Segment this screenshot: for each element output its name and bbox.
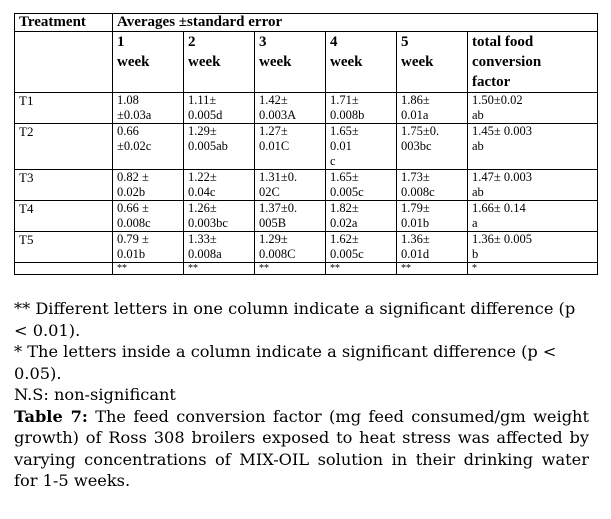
total-header: total food conversion factor bbox=[466, 31, 599, 93]
cell-week-1: 0.66 ±0.02c bbox=[112, 123, 184, 170]
cell-week-5: 1.79± 0.01b bbox=[396, 200, 468, 232]
cell-total: 1.50±0.02 ab bbox=[466, 92, 599, 124]
cell-week-4: 1.82± 0.02a bbox=[325, 200, 397, 232]
caption-label: Table 7: bbox=[14, 406, 88, 426]
significance-row: ** ** ** ** ** * bbox=[14, 262, 599, 275]
cell-week-3: 1.29± 0.008C bbox=[254, 231, 326, 263]
week-header-1: 1 week bbox=[112, 31, 184, 93]
treatment-label: T1 bbox=[14, 92, 113, 124]
cell-week-1: 0.66 ± 0.008c bbox=[112, 200, 184, 232]
cell-week-5: 1.86± 0.01a bbox=[396, 92, 468, 124]
cell-total: 1.36± 0.005 b bbox=[466, 231, 599, 263]
treatment-label: T2 bbox=[14, 123, 113, 170]
cell-week-4: 1.65± 0.01 c bbox=[325, 123, 397, 170]
results-table: Treatment Averages ±standard error 1 week… bbox=[14, 13, 599, 275]
cell-week-2: 1.22± 0.04c bbox=[183, 169, 255, 201]
significance-marker: ** bbox=[112, 262, 184, 275]
cell-week-3: 1.27± 0.01C bbox=[254, 123, 326, 170]
table-header-row: Treatment Averages ±standard error bbox=[14, 13, 599, 32]
averages-header: Averages ±standard error bbox=[111, 13, 599, 32]
cell-week-1: 1.08 ±0.03a bbox=[112, 92, 184, 124]
week-header-3: 3 week bbox=[254, 31, 326, 93]
cell-week-4: 1.71± 0.008b bbox=[325, 92, 397, 124]
cell-total: 1.66± 0.14 a bbox=[466, 200, 599, 232]
significance-marker: * bbox=[466, 262, 599, 275]
treatment-label: T4 bbox=[14, 200, 113, 232]
significance-marker: ** bbox=[325, 262, 397, 275]
cell-week-5: 1.73± 0.008c bbox=[396, 169, 468, 201]
week-header-2: 2 week bbox=[183, 31, 255, 93]
cell-week-5: 1.36± 0.01d bbox=[396, 231, 468, 263]
treatment-header: Treatment bbox=[14, 13, 113, 32]
cell-week-1: 0.82 ± 0.02b bbox=[112, 169, 184, 201]
treatment-label: T3 bbox=[14, 169, 113, 201]
significance-empty-cell bbox=[14, 262, 113, 275]
caption-text: The feed conversion factor (mg feed cons… bbox=[14, 406, 589, 491]
cell-week-2: 1.29± 0.005ab bbox=[183, 123, 255, 170]
cell-week-1: 0.79 ± 0.01b bbox=[112, 231, 184, 263]
significance-marker: ** bbox=[183, 262, 255, 275]
table-row-t1: T1 1.08 ±0.03a 1.11± 0.005d 1.42± 0.003A… bbox=[14, 92, 599, 124]
treatment-label: T5 bbox=[14, 231, 113, 263]
table-caption: Table 7: The feed conversion factor (mg … bbox=[14, 406, 589, 492]
cell-week-3: 1.37±0. 005B bbox=[254, 200, 326, 232]
cell-week-3: 1.42± 0.003A bbox=[254, 92, 326, 124]
week-header-row: 1 week 2 week 3 week 4 week 5 week total food… bbox=[14, 31, 599, 93]
header-empty-cell bbox=[14, 31, 113, 93]
cell-total: 1.45± 0.003 ab bbox=[466, 123, 599, 170]
cell-week-2: 1.11± 0.005d bbox=[183, 92, 255, 124]
table-row-t3: T3 0.82 ± 0.02b 1.22± 0.04c 1.31±0. 02C … bbox=[14, 169, 599, 201]
cell-week-2: 1.33± 0.008a bbox=[183, 231, 255, 263]
cell-total: 1.47± 0.003 ab bbox=[466, 169, 599, 201]
significance-marker: ** bbox=[254, 262, 326, 275]
cell-week-5: 1.75±0. 003bc bbox=[396, 123, 468, 170]
table-row-t4: T4 0.66 ± 0.008c 1.26± 0.003bc 1.37±0. 0… bbox=[14, 200, 599, 232]
note-p005: * The letters inside a column indicate a… bbox=[14, 342, 557, 383]
significance-marker: ** bbox=[396, 262, 468, 275]
cell-week-4: 1.65± 0.005c bbox=[325, 169, 397, 201]
note-p001: ** Different letters in one column indic… bbox=[14, 299, 576, 340]
cell-week-4: 1.62± 0.005c bbox=[325, 231, 397, 263]
table-notes: ** Different letters in one column indic… bbox=[14, 298, 589, 492]
week-header-4: 4 week bbox=[325, 31, 397, 93]
note-ns: N.S: non-significant bbox=[14, 385, 176, 404]
table-row-t2: T2 0.66 ±0.02c 1.29± 0.005ab 1.27± 0.01C… bbox=[14, 123, 599, 170]
cell-week-2: 1.26± 0.003bc bbox=[183, 200, 255, 232]
week-header-5: 5 week bbox=[396, 31, 468, 93]
table-row-t5: T5 0.79 ± 0.01b 1.33± 0.008a 1.29± 0.008… bbox=[14, 231, 599, 263]
cell-week-3: 1.31±0. 02C bbox=[254, 169, 326, 201]
